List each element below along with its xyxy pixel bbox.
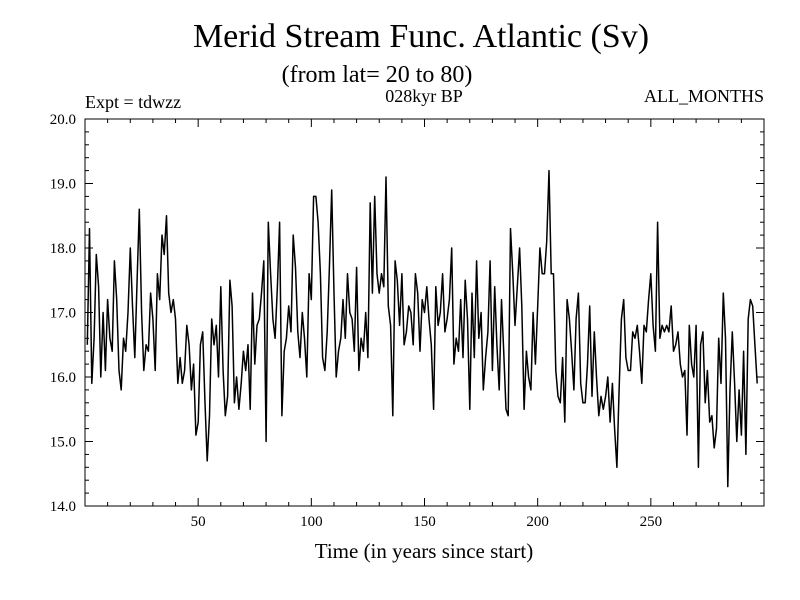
tick-labels: 50 100 150 200 250 14.0 15.0 16.0 17.0 18.0 19.0 20… (50, 112, 662, 530)
x-tick-label: 100 (300, 514, 323, 530)
chart-title: Merid Stream Func. Atlantic (Sv) (193, 18, 649, 55)
x-tick-label: 250 (640, 514, 663, 530)
y-tick-label: 19.0 (50, 177, 76, 193)
experiment-label: Expt = tdwzz (85, 92, 181, 112)
series-line (86, 169, 758, 488)
x-tick-label: 150 (413, 514, 436, 530)
y-tick-label: 20.0 (50, 112, 76, 128)
y-tick-label: 15.0 (50, 435, 76, 451)
y-tick-label: 18.0 (50, 241, 76, 257)
y-tick-label: 14.0 (50, 499, 76, 515)
y-tick-label: 17.0 (50, 306, 76, 322)
axis-ticks (85, 119, 764, 506)
x-tick-label: 50 (191, 514, 206, 530)
x-axis-label: Time (in years since start) (315, 539, 534, 563)
x-tick-label: 200 (526, 514, 549, 530)
chart-subtitle: (from lat= 20 to 80) (282, 62, 473, 88)
period-label: 028kyr BP (385, 86, 463, 106)
y-tick-label: 16.0 (50, 370, 76, 386)
months-label: ALL_MONTHS (644, 86, 764, 106)
